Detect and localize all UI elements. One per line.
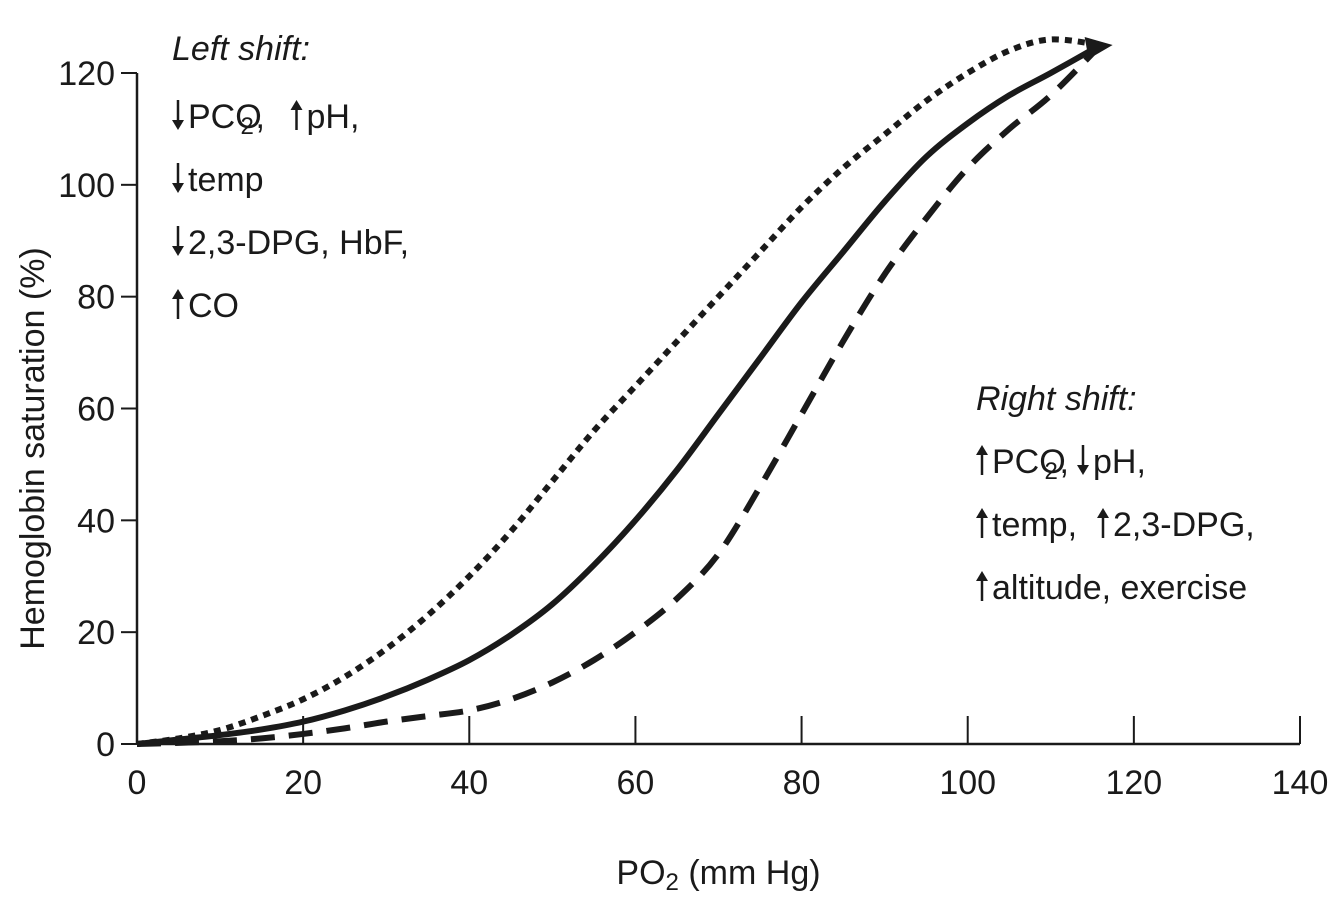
annotation-text: temp bbox=[188, 161, 264, 199]
y-tick-label: 80 bbox=[77, 279, 115, 317]
x-axis-title-main: PO bbox=[616, 854, 665, 892]
arrow-down-head-icon bbox=[1077, 465, 1089, 475]
y-tick-label: 120 bbox=[58, 55, 115, 93]
y-tick-label: 40 bbox=[77, 502, 115, 540]
arrow-up-head-icon bbox=[1097, 508, 1109, 518]
x-tick-label: 20 bbox=[284, 764, 322, 802]
annotation-line: PCO2, pH, bbox=[188, 98, 359, 140]
arrow-down-head-icon bbox=[172, 246, 184, 256]
x-axis-title: PO2 (mm Hg) bbox=[616, 854, 820, 896]
arrow-down-head-icon bbox=[172, 120, 184, 130]
annotation-text: PCO bbox=[188, 98, 262, 136]
x-tick-label: 60 bbox=[617, 764, 655, 802]
series-line-right-shift bbox=[136, 42, 1103, 747]
arrow-up-head-icon bbox=[290, 100, 303, 110]
x-tick-label: 40 bbox=[450, 764, 488, 802]
subscript: 2 bbox=[1045, 458, 1058, 485]
y-tick-label: 20 bbox=[77, 614, 115, 652]
series-line-normal bbox=[136, 42, 1103, 747]
x-tick-label: 140 bbox=[1272, 764, 1329, 802]
x-tick-label: 80 bbox=[783, 764, 821, 802]
annotation-line: 2,3-DPG, HbF, bbox=[188, 224, 409, 262]
arrow-down-head-icon bbox=[172, 183, 184, 193]
x-tick-label: 0 bbox=[128, 764, 147, 802]
arrow-up-head-icon bbox=[172, 289, 184, 299]
y-tick-label: 60 bbox=[77, 391, 115, 429]
annotation-text: pH, bbox=[307, 98, 360, 136]
annotation-text: , bbox=[256, 98, 275, 136]
ticks: 0 20 40 60 80 100 120 140 0 20 40 60 80 100 120 bbox=[58, 55, 1328, 802]
annotation-text: 2,3-DPG, bbox=[1113, 506, 1255, 544]
y-tick-label: 0 bbox=[96, 726, 115, 764]
right-shift-annotation: PCO2, pH,temp, 2,3-DPG,altitude, exercise bbox=[976, 443, 1255, 607]
right-shift-title: Right shift: bbox=[976, 380, 1137, 418]
annotation-text: 2,3-DPG, HbF, bbox=[188, 224, 409, 262]
annotation-text: , bbox=[1060, 443, 1069, 481]
left-shift-annotation: PCO2, pH, temp 2,3-DPG, HbF, CO bbox=[172, 98, 409, 325]
x-axis-title-sub: 2 bbox=[666, 869, 679, 896]
curve-arrowhead bbox=[1084, 37, 1113, 60]
annotation-line: temp, 2,3-DPG, bbox=[992, 506, 1255, 544]
subscript: 2 bbox=[241, 113, 254, 140]
annotation-text: CO bbox=[188, 287, 239, 325]
x-axis-title-rest: (mm Hg) bbox=[679, 854, 821, 892]
y-axis-title: Hemoglobin saturation (%) bbox=[14, 247, 52, 650]
arrow-up-head-icon bbox=[976, 508, 988, 518]
arrow-up-head-icon bbox=[976, 445, 988, 455]
annotation-line: altitude, exercise bbox=[992, 569, 1247, 607]
annotation-text: PCO bbox=[992, 443, 1066, 481]
series-line-left-shift bbox=[136, 36, 1102, 747]
y-tick-label: 100 bbox=[58, 167, 115, 205]
left-shift-title: Left shift: bbox=[172, 30, 310, 68]
annotation-line: PCO2, pH, bbox=[992, 443, 1146, 485]
annotation-text: altitude, exercise bbox=[992, 569, 1247, 607]
annotation-text: temp, bbox=[992, 506, 1086, 544]
series bbox=[136, 36, 1113, 747]
x-tick-label: 120 bbox=[1105, 764, 1162, 802]
axis-titles: PO2 (mm Hg) Hemoglobin saturation (%) bbox=[14, 247, 821, 896]
annotation-text: pH, bbox=[1093, 443, 1146, 481]
annotation-line: temp bbox=[188, 161, 264, 199]
annotation-line: CO bbox=[188, 287, 239, 325]
arrow-up-head-icon bbox=[976, 571, 988, 581]
x-tick-label: 100 bbox=[939, 764, 996, 802]
